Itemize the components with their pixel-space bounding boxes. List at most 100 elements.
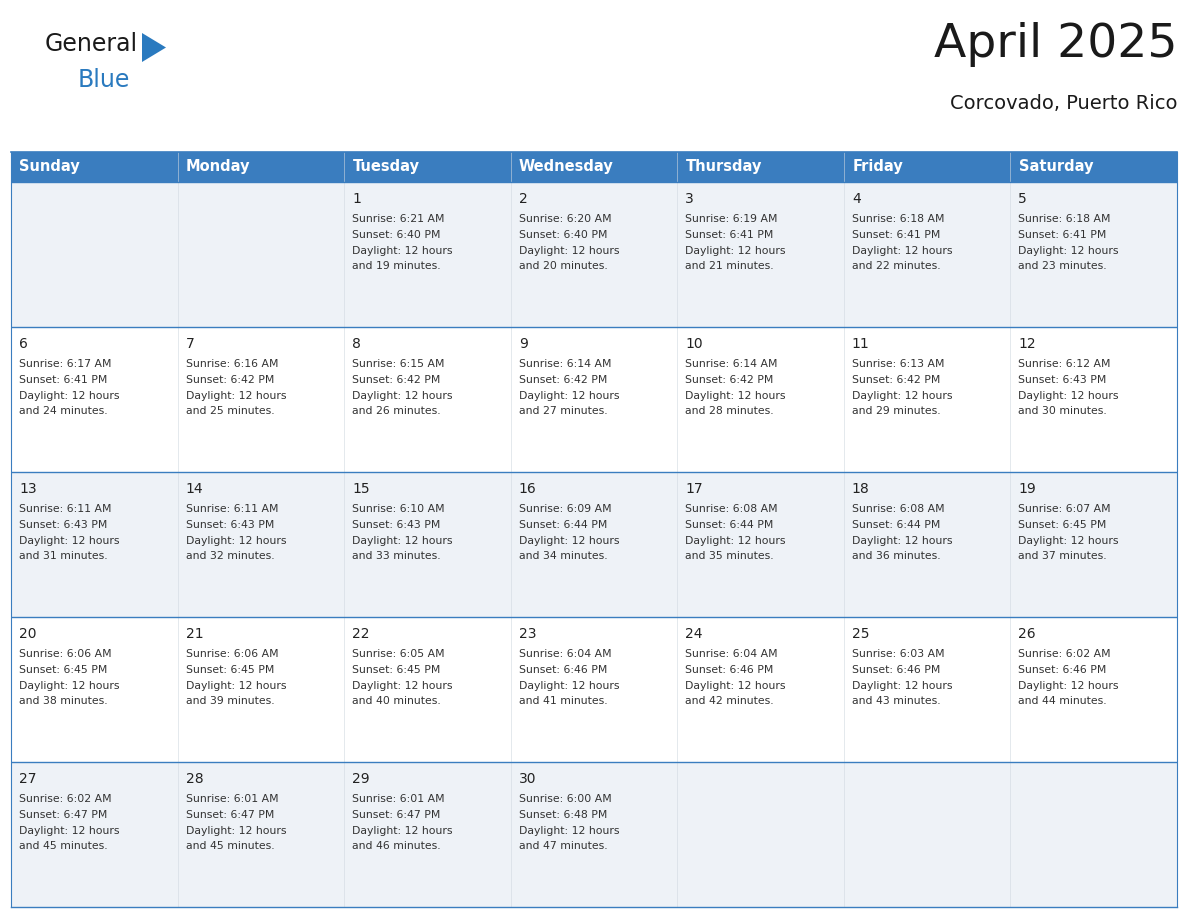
Text: Daylight: 12 hours: Daylight: 12 hours [19, 825, 120, 835]
Text: Sunset: 6:42 PM: Sunset: 6:42 PM [185, 375, 274, 385]
Text: Sunset: 6:45 PM: Sunset: 6:45 PM [19, 665, 107, 675]
Text: Sunrise: 6:01 AM: Sunrise: 6:01 AM [352, 794, 444, 804]
Text: Sunrise: 6:07 AM: Sunrise: 6:07 AM [1018, 504, 1111, 514]
Text: 22: 22 [352, 627, 369, 641]
Text: Daylight: 12 hours: Daylight: 12 hours [19, 535, 120, 545]
Text: Daylight: 12 hours: Daylight: 12 hours [519, 680, 619, 690]
Text: Daylight: 12 hours: Daylight: 12 hours [1018, 246, 1119, 255]
Text: Daylight: 12 hours: Daylight: 12 hours [685, 680, 785, 690]
Text: and 47 minutes.: and 47 minutes. [519, 842, 607, 851]
Text: and 29 minutes.: and 29 minutes. [852, 407, 941, 417]
Text: Sunset: 6:42 PM: Sunset: 6:42 PM [352, 375, 441, 385]
Text: Thursday: Thursday [685, 160, 762, 174]
Text: Sunrise: 6:00 AM: Sunrise: 6:00 AM [519, 794, 612, 804]
Text: Friday: Friday [852, 160, 903, 174]
Text: Sunset: 6:44 PM: Sunset: 6:44 PM [519, 520, 607, 530]
Text: Sunrise: 6:18 AM: Sunrise: 6:18 AM [1018, 214, 1111, 224]
Text: Daylight: 12 hours: Daylight: 12 hours [19, 680, 120, 690]
Text: and 30 minutes.: and 30 minutes. [1018, 407, 1107, 417]
Text: Daylight: 12 hours: Daylight: 12 hours [519, 390, 619, 400]
Text: Daylight: 12 hours: Daylight: 12 hours [352, 535, 453, 545]
Text: Daylight: 12 hours: Daylight: 12 hours [852, 246, 953, 255]
Text: Sunrise: 6:01 AM: Sunrise: 6:01 AM [185, 794, 278, 804]
Text: and 32 minutes.: and 32 minutes. [185, 552, 274, 562]
Text: Daylight: 12 hours: Daylight: 12 hours [185, 825, 286, 835]
Text: April 2025: April 2025 [934, 22, 1177, 67]
Text: Sunrise: 6:02 AM: Sunrise: 6:02 AM [19, 794, 112, 804]
Text: Daylight: 12 hours: Daylight: 12 hours [519, 246, 619, 255]
Text: Sunrise: 6:04 AM: Sunrise: 6:04 AM [685, 649, 778, 659]
Text: Sunset: 6:43 PM: Sunset: 6:43 PM [1018, 375, 1107, 385]
Text: and 39 minutes.: and 39 minutes. [185, 697, 274, 706]
Text: Daylight: 12 hours: Daylight: 12 hours [852, 390, 953, 400]
Text: and 38 minutes.: and 38 minutes. [19, 697, 108, 706]
Text: 27: 27 [19, 772, 37, 786]
Bar [177, 152, 345, 182]
Text: Daylight: 12 hours: Daylight: 12 hours [185, 390, 286, 400]
Text: Sunrise: 6:18 AM: Sunrise: 6:18 AM [852, 214, 944, 224]
Text: 12: 12 [1018, 337, 1036, 351]
Text: and 45 minutes.: and 45 minutes. [185, 842, 274, 851]
Text: and 34 minutes.: and 34 minutes. [519, 552, 607, 562]
Text: and 45 minutes.: and 45 minutes. [19, 842, 108, 851]
Text: 15: 15 [352, 482, 369, 496]
Text: Sunset: 6:41 PM: Sunset: 6:41 PM [852, 230, 940, 240]
Text: and 25 minutes.: and 25 minutes. [185, 407, 274, 417]
Text: Sunset: 6:42 PM: Sunset: 6:42 PM [852, 375, 940, 385]
Text: Sunrise: 6:21 AM: Sunrise: 6:21 AM [352, 214, 444, 224]
Text: and 28 minutes.: and 28 minutes. [685, 407, 773, 417]
Bar [11, 762, 1177, 907]
Text: Sunrise: 6:20 AM: Sunrise: 6:20 AM [519, 214, 612, 224]
Text: Blue: Blue [78, 68, 131, 92]
Bar [11, 617, 1177, 762]
Text: Sunrise: 6:10 AM: Sunrise: 6:10 AM [352, 504, 444, 514]
Text: 21: 21 [185, 627, 203, 641]
Bar [11, 327, 1177, 472]
Text: 13: 13 [19, 482, 37, 496]
Text: Sunset: 6:45 PM: Sunset: 6:45 PM [1018, 520, 1107, 530]
Text: 9: 9 [519, 337, 527, 351]
Text: 20: 20 [19, 627, 37, 641]
Text: Daylight: 12 hours: Daylight: 12 hours [1018, 390, 1119, 400]
Text: Sunset: 6:41 PM: Sunset: 6:41 PM [685, 230, 773, 240]
Text: Sunrise: 6:09 AM: Sunrise: 6:09 AM [519, 504, 612, 514]
Text: Sunset: 6:46 PM: Sunset: 6:46 PM [685, 665, 773, 675]
Text: Monday: Monday [185, 160, 251, 174]
Text: 14: 14 [185, 482, 203, 496]
Text: General: General [45, 32, 138, 56]
Text: Sunrise: 6:05 AM: Sunrise: 6:05 AM [352, 649, 444, 659]
Text: 26: 26 [1018, 627, 1036, 641]
Text: Daylight: 12 hours: Daylight: 12 hours [685, 535, 785, 545]
Text: Sunset: 6:47 PM: Sunset: 6:47 PM [352, 810, 441, 820]
Text: and 26 minutes.: and 26 minutes. [352, 407, 441, 417]
Text: Tuesday: Tuesday [353, 160, 419, 174]
Text: 7: 7 [185, 337, 195, 351]
Text: and 24 minutes.: and 24 minutes. [19, 407, 108, 417]
Text: and 40 minutes.: and 40 minutes. [352, 697, 441, 706]
Text: Sunset: 6:46 PM: Sunset: 6:46 PM [519, 665, 607, 675]
Text: Sunset: 6:45 PM: Sunset: 6:45 PM [185, 665, 274, 675]
Text: Daylight: 12 hours: Daylight: 12 hours [352, 825, 453, 835]
Bar [345, 152, 511, 182]
Text: Daylight: 12 hours: Daylight: 12 hours [352, 390, 453, 400]
Text: 3: 3 [685, 192, 694, 206]
Text: and 19 minutes.: and 19 minutes. [352, 262, 441, 272]
Text: Sunset: 6:48 PM: Sunset: 6:48 PM [519, 810, 607, 820]
Text: Daylight: 12 hours: Daylight: 12 hours [185, 535, 286, 545]
Text: 10: 10 [685, 337, 703, 351]
Text: Wednesday: Wednesday [519, 160, 614, 174]
Text: 11: 11 [852, 337, 870, 351]
Text: Sunset: 6:44 PM: Sunset: 6:44 PM [852, 520, 940, 530]
Text: Sunrise: 6:16 AM: Sunrise: 6:16 AM [185, 359, 278, 369]
Text: 2: 2 [519, 192, 527, 206]
Text: and 37 minutes.: and 37 minutes. [1018, 552, 1107, 562]
Bar [11, 472, 1177, 617]
Text: Daylight: 12 hours: Daylight: 12 hours [19, 390, 120, 400]
Text: Sunset: 6:40 PM: Sunset: 6:40 PM [352, 230, 441, 240]
Text: Daylight: 12 hours: Daylight: 12 hours [1018, 535, 1119, 545]
Text: Sunrise: 6:19 AM: Sunrise: 6:19 AM [685, 214, 778, 224]
Text: and 27 minutes.: and 27 minutes. [519, 407, 607, 417]
Polygon shape [143, 33, 166, 62]
Text: 28: 28 [185, 772, 203, 786]
Bar [1011, 152, 1177, 182]
